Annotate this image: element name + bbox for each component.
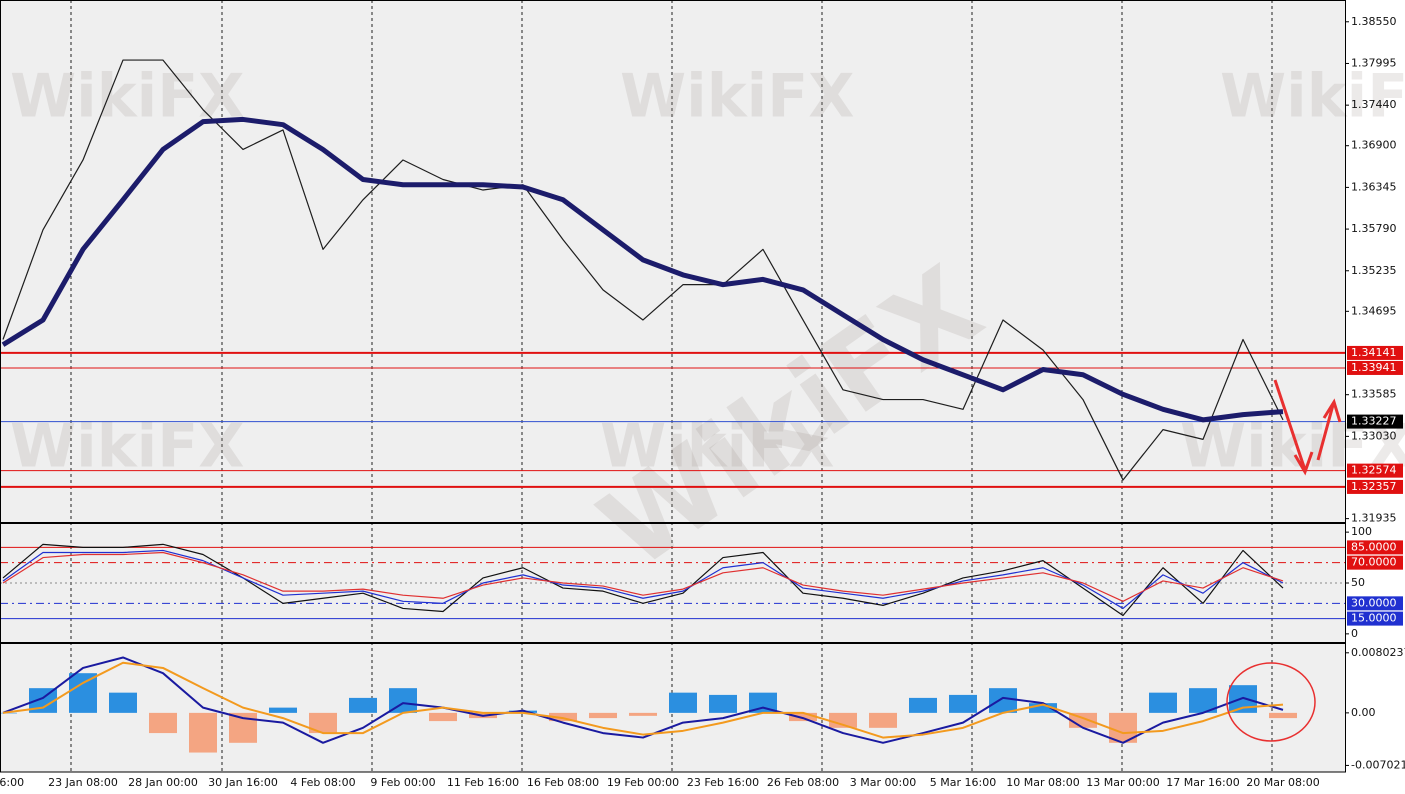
x-tick-label: 17 Mar 16:00 xyxy=(1166,776,1239,789)
level-label-box xyxy=(1347,555,1403,570)
level-label-box xyxy=(1347,479,1403,494)
histogram-bar xyxy=(509,710,537,713)
watermark: WikiFX xyxy=(620,62,854,132)
histogram-bar xyxy=(189,712,217,753)
y-tick-label: 0.00 xyxy=(1351,706,1376,719)
histogram-bar xyxy=(549,712,577,722)
histogram-bar xyxy=(69,673,97,713)
annotations xyxy=(1226,379,1342,742)
histogram-bar xyxy=(749,692,777,713)
level-label-box xyxy=(1347,540,1403,555)
histogram-bar xyxy=(1149,692,1177,713)
x-tick-label: 26 Feb 08:00 xyxy=(767,776,839,789)
histogram-bar xyxy=(629,712,657,716)
level-label: 15.0000 xyxy=(1351,612,1397,625)
level-label-box xyxy=(1347,360,1403,375)
y-tick-label: 0 xyxy=(1351,627,1358,640)
series-line xyxy=(2,551,1284,602)
histogram-bar xyxy=(149,712,177,734)
level-label: 1.33227 xyxy=(1351,415,1397,428)
level-label: 1.32357 xyxy=(1351,480,1397,493)
series-line xyxy=(1,116,1284,423)
level-label: 1.33941 xyxy=(1351,361,1397,374)
histogram-bar xyxy=(1229,685,1257,713)
chart-layer: 1.38550 1.37995 1.37440 1.36900 1.36345 1.357… xyxy=(0,15,1405,789)
y-tick-label: 1.35790 xyxy=(1351,222,1397,235)
y-tick-label: -0.007021 xyxy=(1351,758,1405,771)
histogram-bar xyxy=(869,712,897,728)
x-tick-label: 16 Feb 08:00 xyxy=(527,776,599,789)
x-tick-label: n 16:00 xyxy=(0,776,24,789)
x-tick-label: 23 Jan 08:00 xyxy=(48,776,118,789)
x-tick-label: 20 Mar 08:00 xyxy=(1246,776,1319,789)
x-tick-label: 10 Mar 08:00 xyxy=(1006,776,1079,789)
level-label: 1.34141 xyxy=(1351,346,1397,359)
histogram-bar xyxy=(709,694,737,713)
panel-frames xyxy=(0,0,1346,773)
level-label: 30.0000 xyxy=(1351,596,1397,609)
x-tick-label: 5 Mar 16:00 xyxy=(930,776,996,789)
x-tick-label: 19 Feb 00:00 xyxy=(607,776,679,789)
level-label: 85.0000 xyxy=(1351,540,1397,553)
histogram-bar xyxy=(909,697,937,713)
x-tick-label: 3 Mar 00:00 xyxy=(850,776,916,789)
y-tick-label: 1.33030 xyxy=(1351,429,1397,442)
level-label: 1.32574 xyxy=(1351,464,1397,477)
y-tick-label: 1.37995 xyxy=(1351,56,1397,69)
histogram-bar xyxy=(789,712,817,722)
y-tick-label: 1.38550 xyxy=(1351,15,1397,28)
series-line xyxy=(2,656,1284,744)
x-tick-label: 28 Jan 00:00 xyxy=(128,776,198,789)
x-tick-label: 4 Feb 08:00 xyxy=(290,776,355,789)
y-tick-label: 1.36345 xyxy=(1351,180,1397,193)
watermark: WikiFX xyxy=(10,412,244,482)
level-label: 70.0000 xyxy=(1351,556,1397,569)
x-tick-label: 13 Mar 00:00 xyxy=(1086,776,1159,789)
histogram-bar xyxy=(949,694,977,713)
level-label-box xyxy=(1347,596,1403,611)
histogram-bar xyxy=(989,688,1017,713)
watermark: WikiFX xyxy=(1220,62,1405,132)
y-tick-label: 1.37440 xyxy=(1351,98,1397,111)
level-label-box xyxy=(1347,611,1403,626)
histogram-bar xyxy=(829,712,857,728)
histogram-bar xyxy=(1269,712,1297,719)
histogram-bar xyxy=(429,712,457,722)
y-tick-label: 50 xyxy=(1351,576,1365,589)
y-tick-label: 1.34695 xyxy=(1351,304,1397,317)
watermark: WikiFX xyxy=(600,412,834,482)
level-label-box xyxy=(1347,463,1403,478)
histogram-bar xyxy=(109,692,137,713)
y-tick-label: 1.36900 xyxy=(1351,139,1397,152)
histogram-bar xyxy=(269,707,297,713)
histogram-bar xyxy=(669,692,697,713)
x-tick-label: 11 Feb 16:00 xyxy=(447,776,519,789)
series-line xyxy=(2,661,1284,739)
x-tick-label: 9 Feb 00:00 xyxy=(370,776,435,789)
histogram-bar xyxy=(309,712,337,734)
level-label-box xyxy=(1347,345,1403,360)
y-tick-label: 0.0080237 xyxy=(1351,646,1405,659)
level-label-box xyxy=(1347,414,1403,429)
y-tick-label: 1.35235 xyxy=(1351,264,1397,277)
x-tick-label: 23 Feb 16:00 xyxy=(687,776,759,789)
x-tick-label: 30 Jan 16:00 xyxy=(208,776,278,789)
histogram-bar xyxy=(589,712,617,719)
y-tick-label: 1.31935 xyxy=(1351,512,1397,525)
histogram-bar xyxy=(349,697,377,713)
y-tick-label: 1.33585 xyxy=(1351,388,1397,401)
y-tick-label: 100 xyxy=(1351,525,1372,538)
histogram-bar xyxy=(1029,703,1057,713)
